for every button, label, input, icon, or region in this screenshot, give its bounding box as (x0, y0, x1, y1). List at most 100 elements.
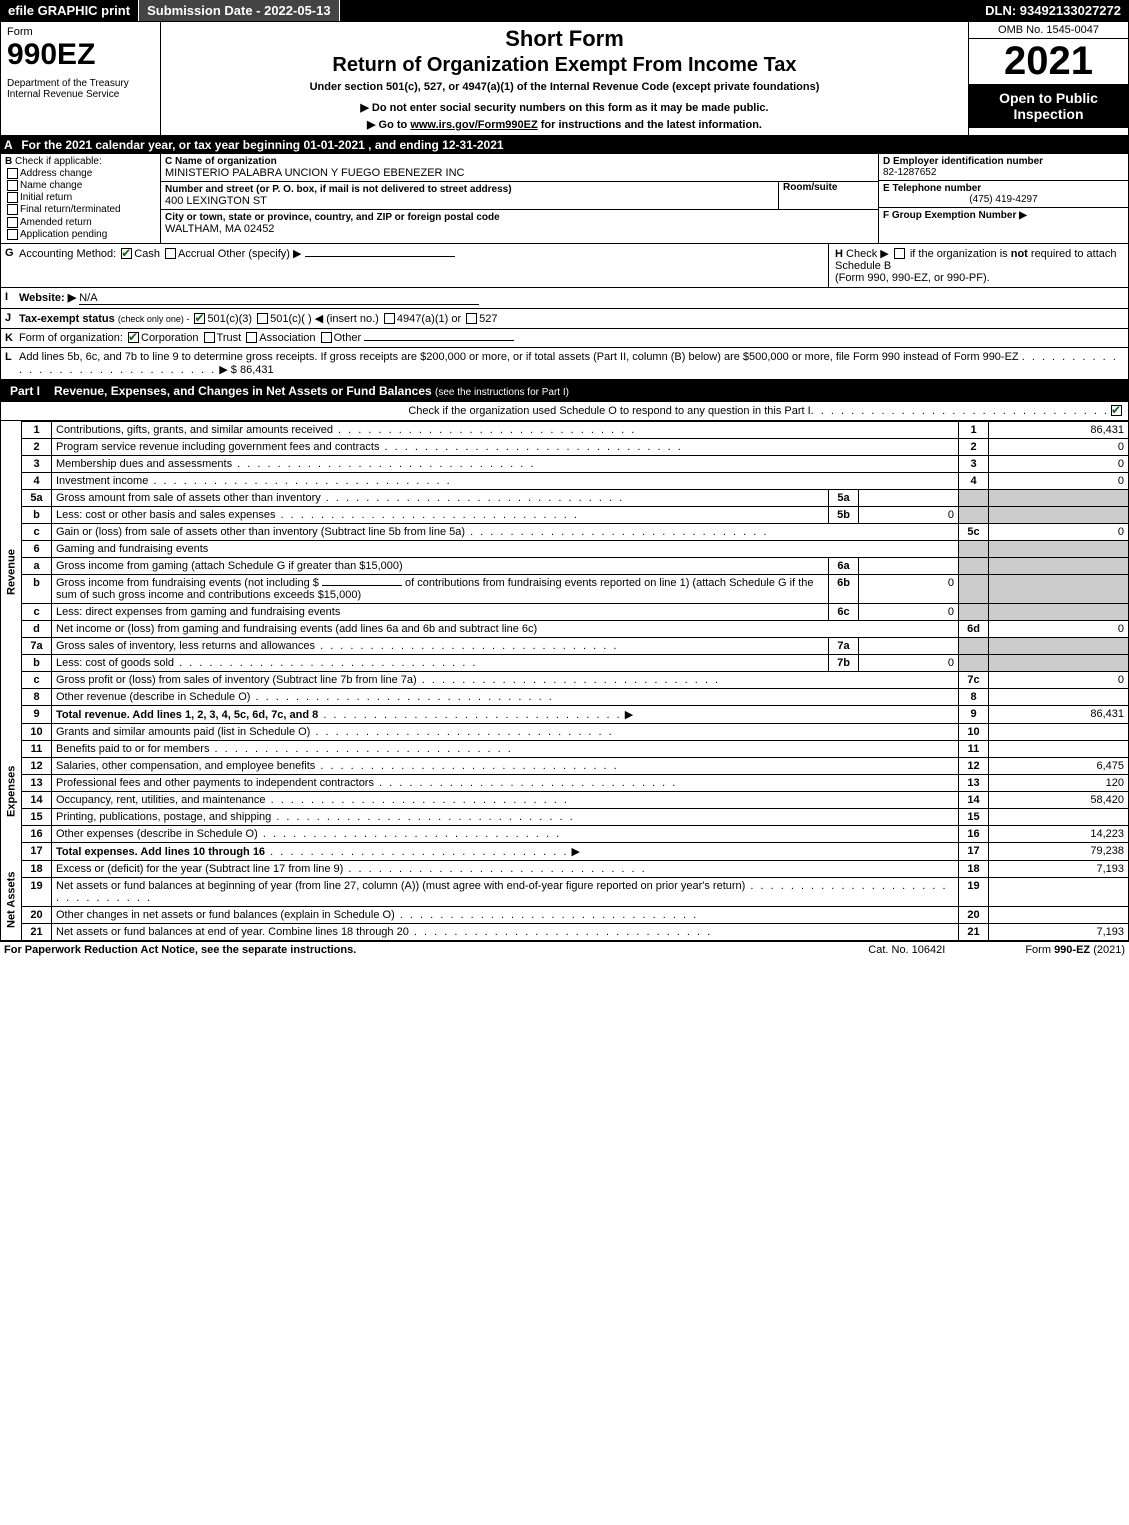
line-num: 9 (22, 705, 52, 723)
form-org-label: Form of organization: (19, 332, 123, 344)
addr-label: Number and street (or P. O. box, if mail… (165, 184, 778, 195)
checkbox-icon[interactable] (7, 217, 18, 228)
checkbox-icon[interactable] (7, 168, 18, 179)
line-code: 11 (959, 740, 989, 757)
dots (465, 526, 768, 538)
mini-code: 6c (829, 603, 859, 620)
line-amount (989, 877, 1129, 906)
line-num: 18 (22, 860, 52, 877)
line-desc: Gaming and fundraising events (52, 540, 959, 557)
line-desc: Professional fees and other payments to … (52, 774, 959, 791)
line-num: 3 (22, 455, 52, 472)
arrow-icon: ▶ (219, 364, 227, 376)
checkbox-icon[interactable] (7, 192, 18, 203)
line-code: 8 (959, 688, 989, 705)
row-j: J Tax-exempt status (check only one) - 5… (0, 309, 1129, 329)
other-blank[interactable] (305, 256, 455, 257)
checkbox-icon[interactable] (7, 180, 18, 191)
gross-receipts: $ 86,431 (231, 364, 274, 376)
table-row: 13 Professional fees and other payments … (1, 774, 1129, 791)
chk-initial-return[interactable]: Initial return (5, 192, 156, 203)
h-check-label: Check ▶ (846, 248, 889, 260)
line-desc: Gain or (loss) from sale of assets other… (52, 523, 959, 540)
chk-501c[interactable] (257, 313, 268, 324)
line-amount: 120 (989, 774, 1129, 791)
desc-text: Gross income from fundraising events (no… (56, 577, 319, 589)
other-org-blank[interactable] (364, 340, 514, 341)
table-row: a Gross income from gaming (attach Sched… (1, 557, 1129, 574)
chk-association[interactable] (246, 332, 257, 343)
desc-text: Total revenue. Add lines 1, 2, 3, 4, 5c,… (56, 709, 318, 721)
gray-cell (959, 506, 989, 523)
under-section: Under section 501(c), 527, or 4947(a)(1)… (167, 81, 962, 93)
line-num: 4 (22, 472, 52, 489)
line-num: c (22, 603, 52, 620)
chk-corporation[interactable] (128, 332, 139, 343)
row-l-text: Add lines 5b, 6c, and 7b to line 9 to de… (19, 351, 1019, 363)
chk-schedule-o[interactable] (1111, 405, 1122, 416)
letter-l: L (5, 351, 19, 376)
mini-val: 0 (859, 654, 959, 671)
chk-application-pending[interactable]: Application pending (5, 229, 156, 240)
efile-print[interactable]: efile GRAPHIC print (0, 0, 139, 21)
chk-501c3[interactable] (194, 313, 205, 324)
irs-link[interactable]: www.irs.gov/Form990EZ (410, 119, 537, 131)
gray-cell (989, 557, 1129, 574)
acct-label: Accounting Method: (19, 248, 116, 260)
line-num: b (22, 574, 52, 603)
form-ref-num: 990-EZ (1054, 944, 1090, 956)
chk-label: Name change (20, 180, 82, 191)
line-desc: Membership dues and assessments (52, 455, 959, 472)
line-code: 1 (959, 421, 989, 438)
chk-cash[interactable] (121, 248, 132, 259)
chk-4947[interactable] (384, 313, 395, 324)
mini-val: 0 (859, 506, 959, 523)
dots (148, 475, 451, 487)
table-row: 9 Total revenue. Add lines 1, 2, 3, 4, 5… (1, 705, 1129, 723)
org-city: WALTHAM, MA 02452 (165, 223, 500, 235)
line-code: 2 (959, 438, 989, 455)
part1-sub: (see the instructions for Part I) (435, 387, 569, 398)
line-amount: 14,223 (989, 825, 1129, 842)
chk-trust[interactable] (204, 332, 215, 343)
blank[interactable] (322, 585, 402, 586)
org-address: 400 LEXINGTON ST (165, 195, 778, 207)
desc-text: Printing, publications, postage, and shi… (56, 811, 271, 823)
chk-schedule-b[interactable] (894, 248, 905, 259)
dots (315, 760, 618, 772)
line-desc: Other expenses (describe in Schedule O) (52, 825, 959, 842)
other-label: Other (specify) ▶ (218, 248, 302, 260)
chk-other[interactable] (321, 332, 332, 343)
line-num: 15 (22, 808, 52, 825)
chk-amended-return[interactable]: Amended return (5, 217, 156, 228)
group-label-text: F Group Exemption Number ▶ (883, 210, 1027, 221)
h-not: not (1011, 248, 1028, 260)
line-amount (989, 688, 1129, 705)
accrual-label: Accrual (178, 248, 215, 260)
table-row: 5a Gross amount from sale of assets othe… (1, 489, 1129, 506)
checkbox-icon[interactable] (7, 204, 18, 215)
chk-address-change[interactable]: Address change (5, 168, 156, 179)
expenses-side-label: Expenses (1, 723, 22, 860)
line-desc: Benefits paid to or for members (52, 740, 959, 757)
checkbox-icon[interactable] (7, 229, 18, 240)
table-row: 4 Investment income 4 0 (1, 472, 1129, 489)
dots (276, 509, 579, 521)
desc-text: Gain or (loss) from sale of assets other… (56, 526, 465, 538)
chk-name-change[interactable]: Name change (5, 180, 156, 191)
opt-assoc: Association (259, 332, 315, 344)
chk-accrual[interactable] (165, 248, 176, 259)
gray-cell (959, 489, 989, 506)
gray-cell (959, 540, 989, 557)
desc-text: Gross sales of inventory, less returns a… (56, 640, 315, 652)
table-row: 11 Benefits paid to or for members 11 (1, 740, 1129, 757)
table-row: 17 Total expenses. Add lines 10 through … (1, 842, 1129, 860)
line-num: 11 (22, 740, 52, 757)
chk-final-return[interactable]: Final return/terminated (5, 204, 156, 215)
desc-text: Other revenue (describe in Schedule O) (56, 691, 250, 703)
desc-text: Gross amount from sale of assets other t… (56, 492, 321, 504)
form-ref: Form 990-EZ (2021) (1025, 944, 1125, 956)
desc-text: Less: cost or other basis and sales expe… (56, 509, 276, 521)
dots (333, 424, 636, 436)
chk-527[interactable] (466, 313, 477, 324)
